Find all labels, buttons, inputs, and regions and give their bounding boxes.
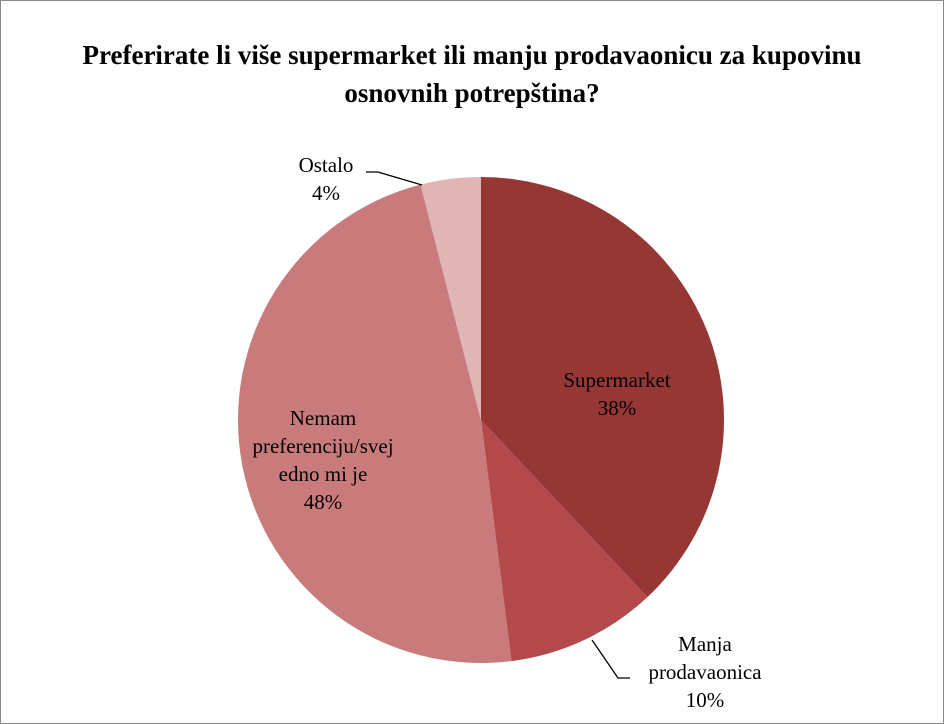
chart-title: Preferirate li više supermarket ili manj… <box>82 40 862 108</box>
category-label: Ostalo <box>298 153 354 177</box>
category-label: Nemam preferenciju/svejedno mi je <box>252 406 394 486</box>
data-label: Nemam preferenciju/svejedno mi je 48% <box>250 404 396 516</box>
value-label: 38% <box>597 396 637 420</box>
value-label: 4% <box>312 181 340 205</box>
leader-line <box>591 639 630 679</box>
data-label: Manja prodavaonica 10% <box>620 630 790 714</box>
data-label: Ostalo 4% <box>276 151 376 207</box>
pie-slice <box>420 177 481 420</box>
pie-slice <box>481 420 648 662</box>
value-label: 48% <box>303 490 343 514</box>
category-label: Manja prodavaonica <box>648 632 762 684</box>
category-label: Supermarket <box>563 368 671 392</box>
leader-line <box>366 171 423 186</box>
data-label: Supermarket 38% <box>542 366 692 422</box>
pie-slice <box>238 184 512 663</box>
value-label: 10% <box>685 688 725 712</box>
pie-slice <box>481 177 725 598</box>
